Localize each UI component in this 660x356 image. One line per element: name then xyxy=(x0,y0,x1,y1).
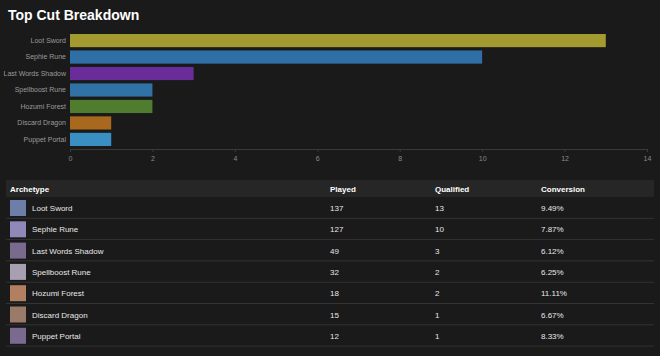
bar xyxy=(70,83,152,96)
table-cell: 10 xyxy=(435,225,444,234)
column-header: Played xyxy=(330,185,356,194)
x-tick-label: 2 xyxy=(151,155,155,162)
table-cell: 2 xyxy=(435,268,440,277)
x-tick-mark xyxy=(565,149,566,152)
table-cell: 2 xyxy=(435,289,440,298)
x-axis-line xyxy=(71,150,648,153)
x-tick-mark xyxy=(235,149,236,152)
table-cell: 12 xyxy=(330,332,339,341)
table-cell: Last Words Shadow xyxy=(32,247,104,256)
x-tick-mark xyxy=(70,149,71,152)
x-axis: 0 2 4 6 8 10 12 14 xyxy=(69,149,652,162)
x-tick-label: 8 xyxy=(398,155,402,162)
archetype-icon xyxy=(10,328,26,344)
table-cell: 9.49% xyxy=(541,204,564,213)
archetype-icon xyxy=(10,200,26,216)
bar xyxy=(70,133,111,146)
x-tick: 10 xyxy=(479,149,487,162)
y-axis: Loot Sword Sephie Rune Last Words Shadow Sp… xyxy=(3,37,66,144)
bar xyxy=(70,34,606,47)
table-header-bg xyxy=(6,180,654,197)
row-divider xyxy=(6,346,654,347)
table-cell: 3 xyxy=(435,247,440,256)
archetype-icon xyxy=(10,243,26,259)
x-tick-mark xyxy=(647,149,648,152)
category-label: Spellboost Rune xyxy=(15,86,66,94)
x-tick: 0 xyxy=(69,149,73,162)
row-divider xyxy=(6,260,654,261)
chart-title: Top Cut Breakdown xyxy=(8,7,139,23)
table-cell: 7.87% xyxy=(541,225,564,234)
table-cell: 1 xyxy=(435,311,440,320)
page: Top Cut Breakdown02468101214Loot SwordSe… xyxy=(0,0,660,356)
y-tick: Puppet Portal xyxy=(24,136,67,144)
table-cell: 8.33% xyxy=(541,332,564,341)
column-header: Archetype xyxy=(10,185,50,194)
table-cell: Sephie Rune xyxy=(32,225,79,234)
row-divider xyxy=(6,324,654,325)
column-header: Conversion xyxy=(541,185,585,194)
table-cell: 1 xyxy=(435,332,440,341)
row-divider xyxy=(6,282,654,283)
table-cell: 6.67% xyxy=(541,311,564,320)
table-cell: 6.25% xyxy=(541,268,564,277)
x-tick: 4 xyxy=(233,149,237,162)
x-tick-label: 10 xyxy=(479,155,487,162)
x-tick-label: 0 xyxy=(69,155,73,162)
y-tick: Spellboost Rune xyxy=(15,86,66,94)
bar xyxy=(70,67,194,80)
y-tick: Sephie Rune xyxy=(26,53,67,61)
y-tick: Loot Sword xyxy=(31,37,67,44)
row-divider xyxy=(6,218,654,219)
x-tick-mark xyxy=(400,149,401,152)
y-tick: Hozumi Forest xyxy=(20,103,66,110)
archetype-icon xyxy=(10,307,26,323)
table-cell: 137 xyxy=(330,204,344,213)
category-label: Hozumi Forest xyxy=(20,103,66,110)
table-cell: 32 xyxy=(330,268,339,277)
x-tick: 2 xyxy=(151,149,155,162)
bars xyxy=(70,34,606,146)
x-tick-label: 14 xyxy=(644,155,652,162)
table-cell: 11.11% xyxy=(541,289,567,298)
table-cell: Hozumi Forest xyxy=(32,289,85,298)
y-tick: Last Words Shadow xyxy=(3,70,66,77)
archetype-icon xyxy=(10,264,26,280)
x-tick-label: 4 xyxy=(233,155,237,162)
table-cell: 49 xyxy=(330,247,339,256)
x-tick: 12 xyxy=(561,149,569,162)
table-cell: 127 xyxy=(330,225,344,234)
table: Archetype Played Qualified Conversion Loot S… xyxy=(6,180,654,346)
x-tick-label: 6 xyxy=(316,155,320,162)
bar xyxy=(70,100,152,113)
y-tick: Discard Dragon xyxy=(17,119,66,127)
table-cell: Loot Sword xyxy=(32,204,72,213)
bar xyxy=(70,116,111,129)
row-divider xyxy=(6,303,654,304)
table-cell: 13 xyxy=(435,204,444,213)
x-tick: 8 xyxy=(398,149,402,162)
bar xyxy=(70,50,482,63)
x-tick: 6 xyxy=(316,149,320,162)
column-header: Qualified xyxy=(435,185,469,194)
x-tick-mark xyxy=(482,149,483,152)
category-label: Puppet Portal xyxy=(24,136,67,144)
table-cell: Spellboost Rune xyxy=(32,268,91,277)
x-tick: 14 xyxy=(644,149,652,162)
category-label: Loot Sword xyxy=(31,37,67,44)
category-label: Sephie Rune xyxy=(26,53,67,61)
archetype-icon xyxy=(10,221,26,237)
category-label: Discard Dragon xyxy=(17,119,66,127)
table-cell: 15 xyxy=(330,311,339,320)
x-tick-mark xyxy=(317,149,318,152)
x-tick-mark xyxy=(152,149,153,152)
table-cell: 6.12% xyxy=(541,247,564,256)
table-cell: Puppet Portal xyxy=(32,332,81,341)
table-cell: 18 xyxy=(330,289,339,298)
x-tick-label: 12 xyxy=(561,155,569,162)
row-divider xyxy=(6,239,654,240)
table-cell: Discard Dragon xyxy=(32,311,88,320)
category-label: Last Words Shadow xyxy=(3,70,66,77)
archetype-icon xyxy=(10,285,26,301)
